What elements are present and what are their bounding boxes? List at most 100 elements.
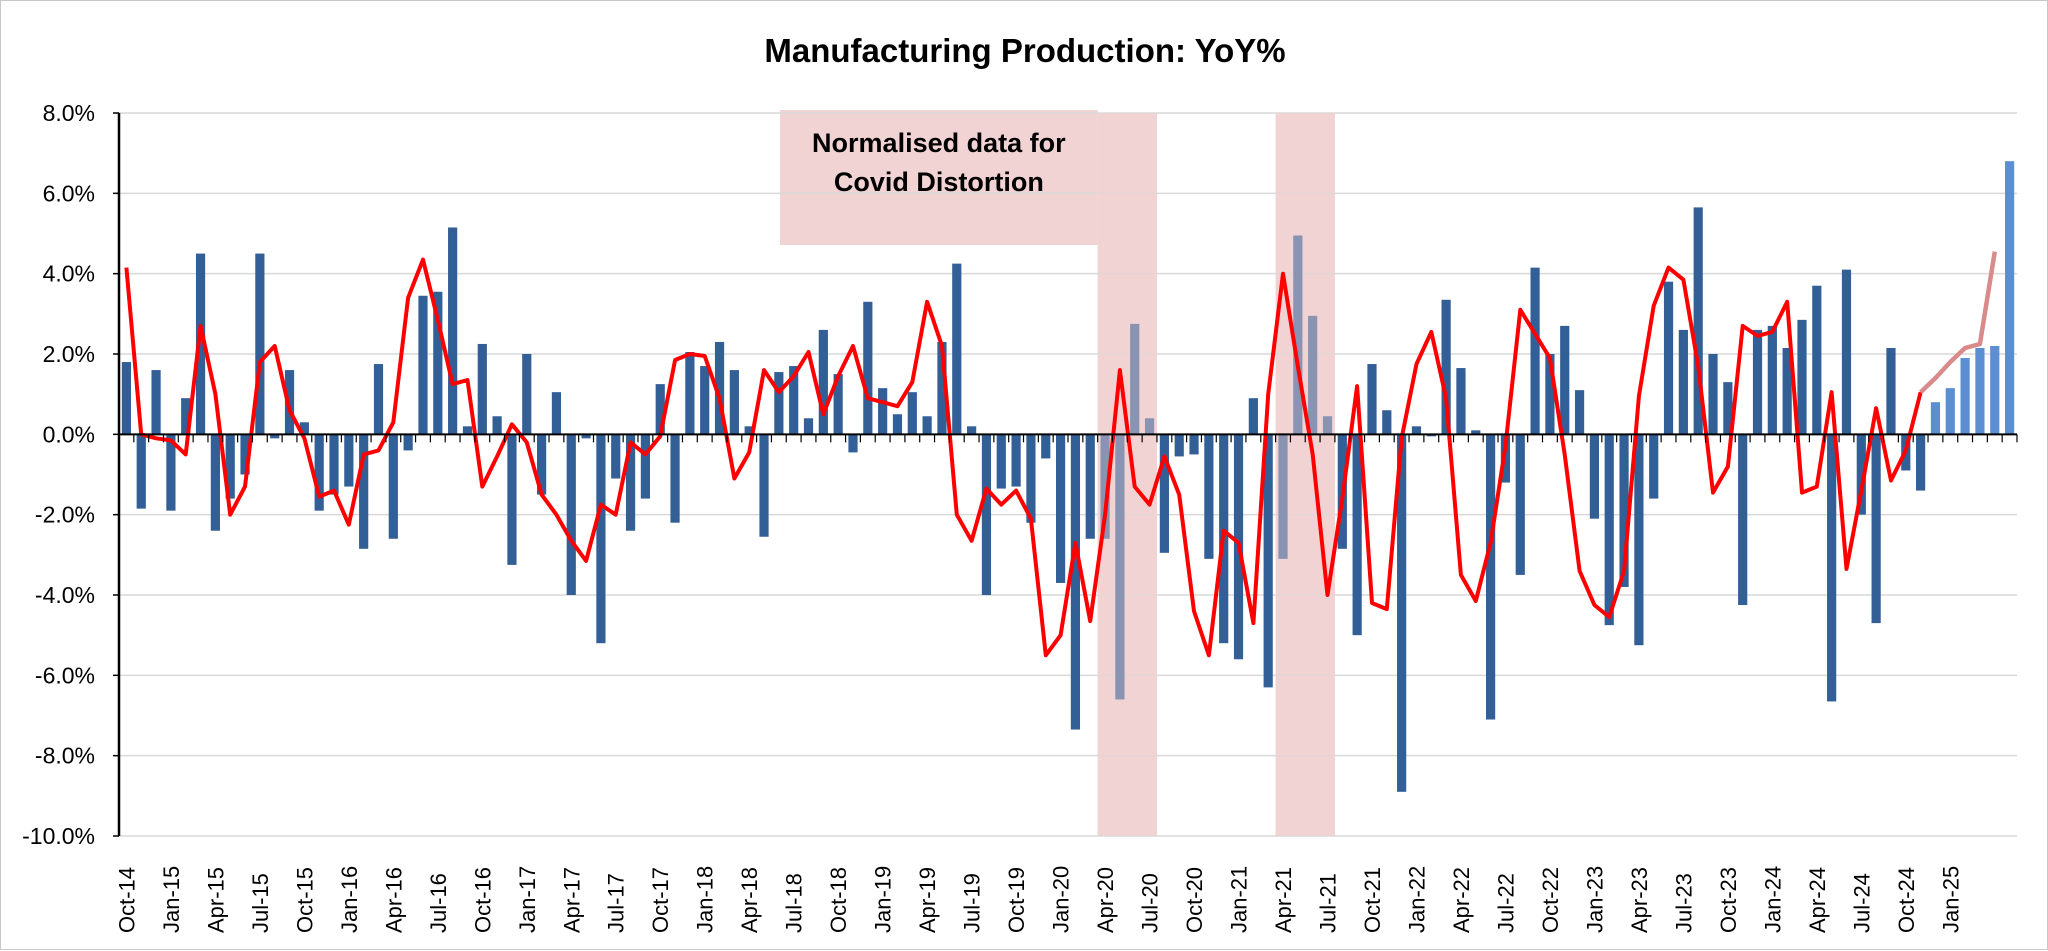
bar: [1115, 434, 1125, 700]
bar: [240, 434, 250, 475]
bar: [981, 434, 992, 595]
x-tick-label: Jul-17: [604, 873, 629, 933]
bar: [1619, 434, 1629, 587]
x-tick-label: Jan-24: [1760, 866, 1785, 933]
x-tick-label: Oct-23: [1716, 867, 1741, 933]
bar: [166, 434, 176, 511]
bar: [596, 434, 606, 644]
x-tick-label: Apr-20: [1093, 867, 1118, 933]
bar: [1456, 368, 1466, 435]
x-tick-label: Jan-23: [1582, 866, 1607, 933]
bar: [1352, 434, 1362, 636]
bar: [670, 434, 680, 523]
bar: [210, 434, 220, 531]
y-tick-label: 6.0%: [43, 180, 95, 206]
bar: [1708, 354, 1718, 435]
bar: [744, 426, 754, 435]
bar: [581, 434, 591, 439]
bar: [403, 434, 413, 451]
bar: [759, 434, 769, 537]
bar: [803, 418, 814, 435]
bar: [121, 362, 132, 435]
bar: [1367, 364, 1377, 435]
bar: [1871, 434, 1881, 624]
x-tick-label: Jan-25: [1938, 866, 1963, 933]
bar: [996, 434, 1006, 489]
bar: [1070, 434, 1081, 730]
bar: [1827, 434, 1837, 702]
y-tick-labels: 8.0% 6.0% 4.0% 2.0% 0.0% -2.0% -4.0% -6.0% -8.0%…: [22, 100, 95, 849]
chart-title: Manufacturing Production: YoY%: [764, 32, 1285, 69]
x-tick-label: Oct-22: [1538, 867, 1563, 933]
x-tick-label: Oct-21: [1360, 867, 1385, 933]
x-tick-label: Oct-14: [114, 867, 139, 933]
x-tick-label: Apr-21: [1271, 867, 1296, 933]
x-tick-label: Jul-20: [1138, 873, 1163, 933]
bar: [1322, 416, 1333, 435]
bar-series: [121, 161, 2015, 792]
bar: [848, 434, 858, 453]
bar: [611, 434, 621, 479]
bar: [151, 370, 161, 435]
bar: [1545, 354, 1555, 435]
bar: [789, 366, 799, 435]
bar: [1916, 434, 1926, 491]
bar: [1100, 434, 1110, 539]
bar: [195, 253, 206, 435]
x-tick-label: Jan-21: [1227, 866, 1252, 933]
bar: [344, 434, 354, 487]
bar: [1574, 390, 1585, 435]
bar: [299, 422, 309, 435]
bar: [1678, 329, 1688, 435]
bar: [625, 434, 636, 531]
x-tick-label: Jan-17: [515, 866, 540, 933]
bar: [1278, 434, 1288, 559]
bar: [136, 434, 146, 509]
bar: [255, 253, 265, 435]
bar: [1604, 434, 1614, 626]
bar: [1767, 325, 1777, 435]
bar: [922, 416, 932, 435]
x-tick-label: Jul-16: [426, 873, 451, 933]
bar: [566, 434, 576, 595]
bar: [1960, 358, 1970, 435]
bar: [1812, 285, 1822, 435]
bar: [1382, 410, 1392, 435]
y-tick-label: -8.0%: [35, 743, 95, 769]
y-tick-label: 2.0%: [43, 341, 95, 367]
x-tick-label: Jul-22: [1493, 873, 1518, 933]
axes: [113, 112, 2018, 837]
bar: [1204, 434, 1214, 559]
line-series: [124, 251, 1998, 658]
annotation-box-bg: [780, 110, 1098, 245]
bar: [1055, 434, 1066, 583]
bar: [1189, 434, 1199, 455]
y-tick-label: -10.0%: [22, 823, 95, 849]
bar: [314, 434, 324, 511]
bar: [863, 301, 873, 435]
bar: [655, 384, 665, 435]
bar: [418, 295, 428, 435]
bar: [1634, 434, 1644, 646]
x-tick-label: Jul-23: [1671, 873, 1696, 933]
bar: [1441, 299, 1451, 435]
bar: [937, 341, 947, 435]
bar: [685, 351, 695, 435]
x-tick-label: Apr-23: [1627, 867, 1652, 933]
bar: [181, 398, 191, 435]
x-tick-label: Oct-15: [292, 867, 317, 933]
y-tick-label: -6.0%: [35, 662, 95, 688]
x-tick-label: Jan-18: [693, 866, 718, 933]
bar: [359, 434, 369, 549]
annotation-text-line-1: Normalised data for: [812, 128, 1066, 158]
bar: [1693, 207, 1703, 435]
x-tick-label: Apr-16: [381, 867, 406, 933]
bar: [729, 370, 739, 435]
x-tick-label: Jan-20: [1049, 866, 1074, 933]
x-tick-label: Oct-17: [648, 867, 673, 933]
x-tick-label: Apr-24: [1805, 867, 1830, 933]
bar: [1945, 388, 1955, 435]
x-tick-label: Jan-19: [871, 866, 896, 933]
bar: [1649, 434, 1659, 499]
